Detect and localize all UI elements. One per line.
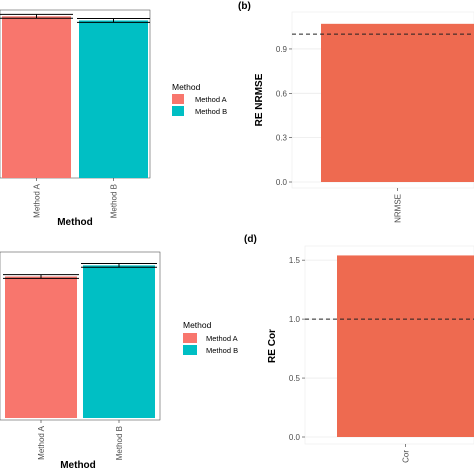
y-tick-label: 0.5 <box>289 374 301 383</box>
x-tick-label-cor: Cor <box>402 450 411 463</box>
legend-title: Method <box>183 320 212 330</box>
legend-title: Method <box>172 82 201 92</box>
legend-label-method-a: Method A <box>195 95 227 104</box>
error-bar-method-b <box>81 262 157 268</box>
legend: Method Method A Method B <box>183 320 238 355</box>
legend-swatch-method-b <box>172 106 184 116</box>
x-tick-label-method-a: Method A <box>37 425 46 459</box>
panel-top-left: Method A Method B Method Method Method A … <box>0 9 227 228</box>
y-tick-label: 0.9 <box>276 45 288 54</box>
panel-b: (b) 0.0 0.3 0.6 0.9 NRMSE RE NRMSE <box>238 1 474 223</box>
legend-label-method-a: Method A <box>206 334 238 343</box>
bar-method-b <box>83 265 155 418</box>
bar-method-b <box>79 20 148 178</box>
bar-method-a <box>5 276 77 418</box>
legend-swatch-method-b <box>183 345 197 355</box>
bar-nrmse <box>321 23 474 183</box>
y-tick-label: 0.6 <box>276 89 288 98</box>
legend: Method Method A Method B <box>172 82 227 116</box>
y-tick-label: 0.3 <box>276 134 288 143</box>
legend-label-method-b: Method B <box>195 107 227 116</box>
y-tick-label: 1.0 <box>289 315 301 324</box>
x-tick-label-method-a: Method A <box>33 183 42 217</box>
bar-cor <box>337 255 474 437</box>
legend-label-method-b: Method B <box>206 346 238 355</box>
y-tick-label: 0.0 <box>276 178 288 187</box>
error-bar-method-a <box>0 13 73 19</box>
legend-swatch-method-a <box>183 333 197 343</box>
x-tick-label-method-b: Method B <box>110 184 119 218</box>
y-axis-title: RE Cor <box>267 329 278 363</box>
y-tick-label: 1.5 <box>289 256 301 265</box>
x-axis-title: Method <box>57 217 93 228</box>
bar-method-a <box>2 16 71 178</box>
error-bar-method-b <box>77 17 150 23</box>
x-axis-title: Method <box>60 460 96 471</box>
panel-bottom-left: Method A Method B Method Method Method A … <box>0 251 238 471</box>
error-bar-method-a <box>3 274 79 279</box>
x-tick-label-method-b: Method B <box>115 426 124 460</box>
legend-swatch-method-a <box>172 94 184 104</box>
panel-d: (d) 0.0 0.5 1.0 1.5 Cor RE Cor <box>244 234 474 463</box>
x-tick-label-nrmse: NRMSE <box>394 194 403 223</box>
y-tick-label: 0.0 <box>289 433 301 442</box>
panel-label-b: (b) <box>238 1 251 12</box>
y-axis-title: RE NRMSE <box>254 73 265 126</box>
panel-label-d: (d) <box>244 234 257 245</box>
